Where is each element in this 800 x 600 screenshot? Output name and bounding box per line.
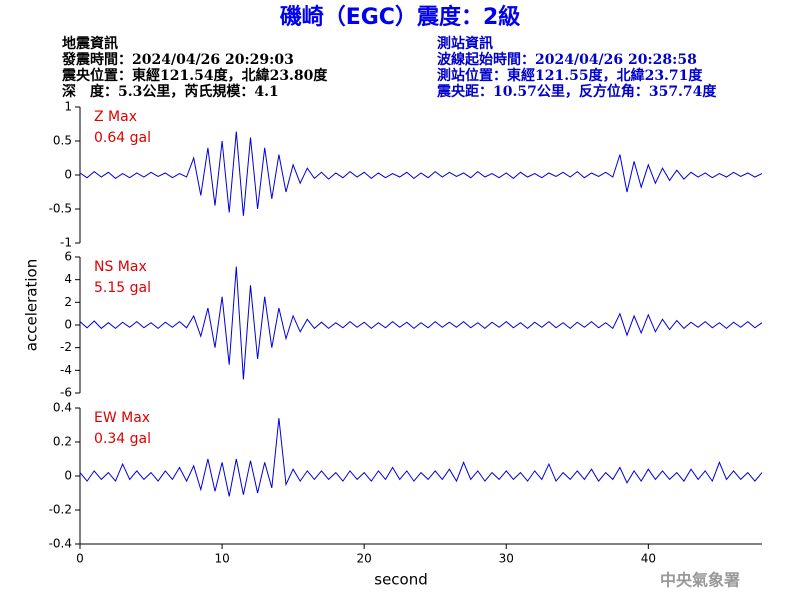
waveform bbox=[79, 131, 763, 216]
x-tick-label: 10 bbox=[214, 552, 229, 566]
info-line: 發震時間：2024/04/26 20:29:03 bbox=[61, 51, 294, 68]
y-tick-label: 6 bbox=[64, 250, 72, 264]
agency-watermark: 中央氣象署 bbox=[660, 571, 740, 590]
y-tick-label: 0 bbox=[64, 168, 72, 182]
event-info: 地震資訊 發震時間：2024/04/26 20:29:03 震央位置：東經121… bbox=[61, 35, 328, 100]
max-annotation: 0.34 gal bbox=[94, 431, 151, 447]
y-tick-label: -0.2 bbox=[49, 503, 72, 517]
max-annotation: Z Max bbox=[94, 109, 137, 125]
y-tick-label: 0.4 bbox=[53, 401, 72, 415]
info-line: 震央距：10.57公里，反方位角：357.74度 bbox=[436, 83, 717, 100]
y-tick-label: -4 bbox=[60, 363, 72, 377]
info-line: 地震資訊 bbox=[62, 35, 118, 52]
info-line: 測站位置：東經121.55度，北緯23.71度 bbox=[437, 67, 703, 84]
y-tick-label: 2 bbox=[64, 295, 72, 309]
x-tick-label: 40 bbox=[641, 552, 656, 566]
x-axis-label: second bbox=[374, 571, 428, 589]
y-tick-label: 0.2 bbox=[53, 435, 72, 449]
x-tick-label: 0 bbox=[76, 552, 84, 566]
waveform bbox=[79, 266, 763, 380]
max-annotation: 0.64 gal bbox=[94, 130, 151, 146]
y-tick-label: -1 bbox=[60, 236, 72, 250]
y-tick-label: -0.5 bbox=[49, 202, 72, 216]
station-info: 測站資訊 波線起始時間：2024/04/26 20:28:58 測站位置：東經1… bbox=[436, 35, 717, 100]
y-tick-label: -2 bbox=[60, 340, 72, 354]
y-tick-label: -0.4 bbox=[49, 537, 72, 551]
y-tick-label: -6 bbox=[60, 386, 72, 400]
y-tick-label: 0 bbox=[64, 469, 72, 483]
y-tick-label: 0 bbox=[64, 318, 72, 332]
waveform bbox=[79, 418, 763, 497]
max-annotation: NS Max bbox=[94, 259, 147, 275]
info-line: 震央位置：東經121.54度，北緯23.80度 bbox=[61, 67, 328, 84]
max-annotation: 5.15 gal bbox=[94, 280, 151, 296]
y-tick-label: 1 bbox=[64, 100, 72, 114]
title: 磯崎（EGC）震度：2級 bbox=[280, 4, 521, 30]
info-line: 波線起始時間：2024/04/26 20:28:58 bbox=[437, 51, 697, 68]
y-tick-label: 4 bbox=[64, 272, 72, 286]
y-tick-label: 0.5 bbox=[53, 134, 72, 148]
x-tick-label: 30 bbox=[499, 552, 514, 566]
max-annotation: EW Max bbox=[94, 410, 150, 426]
info-line: 深 度：5.3公里，芮氏規模：4.1 bbox=[62, 83, 279, 100]
x-tick-label: 20 bbox=[357, 552, 372, 566]
info-line: 測站資訊 bbox=[437, 35, 493, 52]
y-axis-label: acceleration bbox=[23, 259, 41, 351]
